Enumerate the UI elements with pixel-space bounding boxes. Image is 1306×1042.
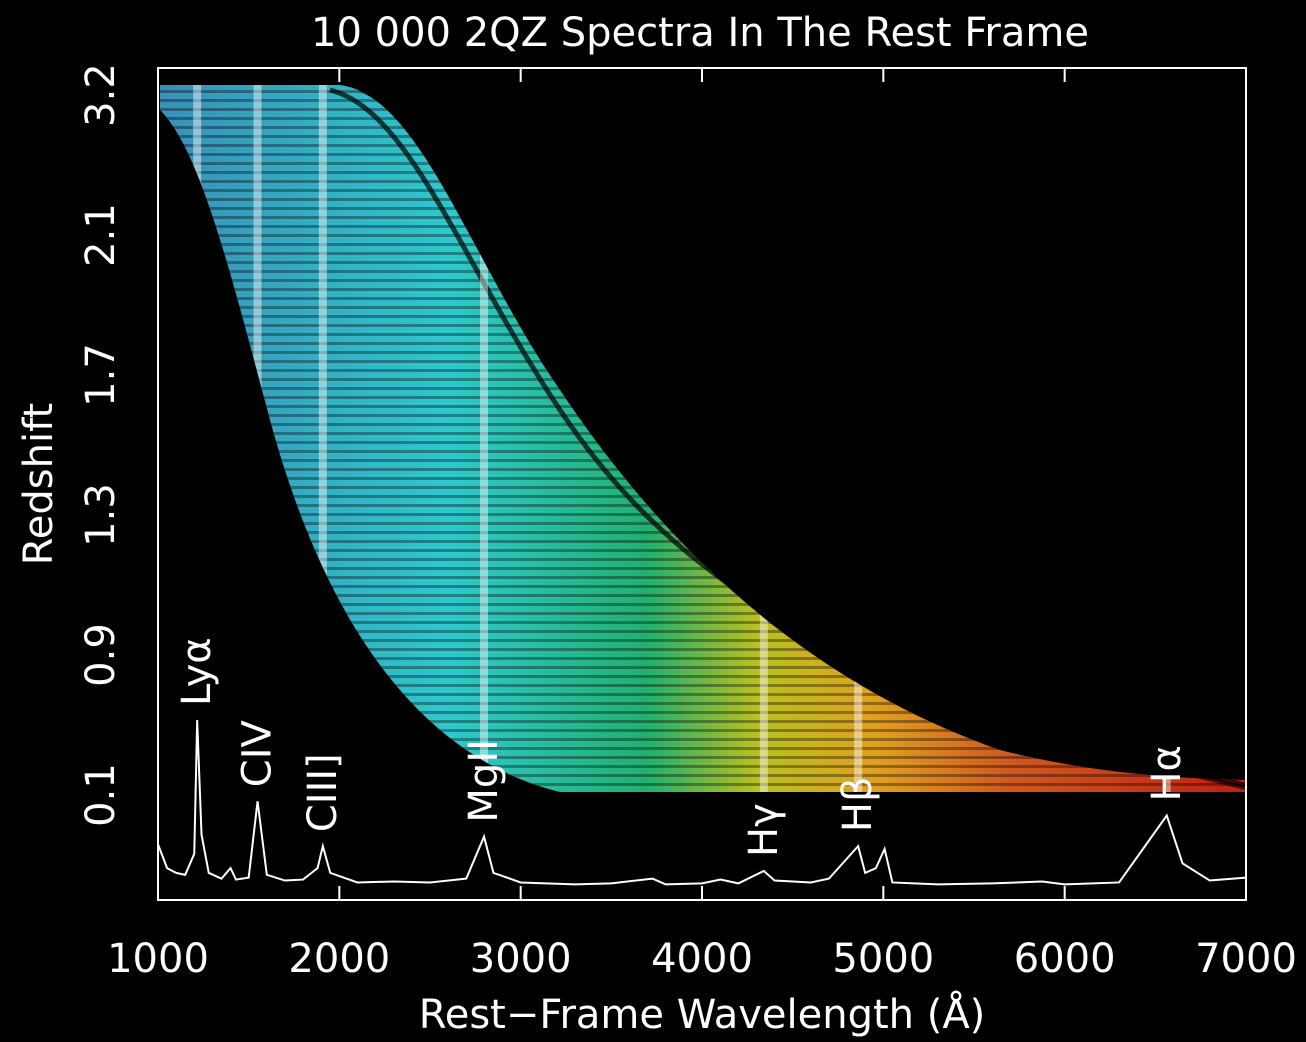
- emission-streak: [318, 85, 327, 792]
- emission-streak: [253, 85, 262, 792]
- y-tick-label: 1.3: [78, 483, 124, 547]
- spectra-image: [160, 85, 1246, 792]
- x-tick-label: 3000: [470, 936, 572, 982]
- composite-spectrum: [157, 719, 1247, 886]
- x-tick-label: 2000: [288, 936, 390, 982]
- x-tick-label: 1000: [107, 936, 209, 982]
- emission-line-label: MgII: [461, 739, 507, 823]
- x-tick-label: 4000: [651, 936, 753, 982]
- y-tick-label: 0.1: [78, 763, 124, 827]
- emission-streak: [480, 85, 489, 792]
- y-tick-label: 0.9: [78, 623, 124, 687]
- x-tick-label: 7000: [1195, 936, 1297, 982]
- x-tick-label: 6000: [1014, 936, 1116, 982]
- y-tick-label: 3.2: [78, 63, 124, 127]
- emission-line-label: Lyα: [174, 637, 220, 706]
- emission-line-label: CIII]: [300, 753, 346, 832]
- emission-line-label: CIV: [235, 719, 281, 787]
- y-tick-label: 2.1: [78, 203, 124, 267]
- x-tick-label: 5000: [832, 936, 934, 982]
- chart-title: 10 000 2QZ Spectra In The Rest Frame: [311, 10, 1089, 56]
- spectra-texture: [160, 85, 1246, 792]
- emission-streak: [1162, 85, 1171, 792]
- emission-line-label: Hβ: [835, 777, 881, 833]
- emission-streak: [854, 85, 863, 792]
- y-tick-label: 1.7: [78, 343, 124, 407]
- x-axis-label: Rest−Frame Wavelength (Å): [419, 990, 986, 1038]
- emission-streak: [759, 85, 768, 792]
- emission-line-label: Hγ: [741, 803, 787, 857]
- y-axis-label: Redshift: [16, 403, 62, 565]
- emission-line-label: Hα: [1144, 745, 1190, 801]
